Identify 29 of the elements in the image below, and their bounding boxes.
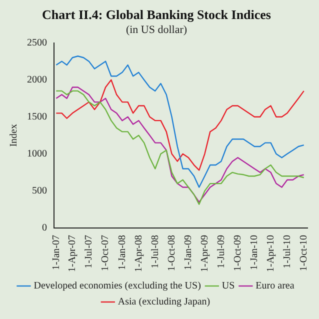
y-tick-label: 0 [42,222,47,234]
x-tick-label: 1-Apr-10 [265,234,276,272]
x-tick-label: 1-Jan-10 [249,234,260,270]
chart-subtitle: (in US dollar) [126,24,188,36]
legend-label: Developed economies (excluding the US) [34,280,201,292]
x-tick-label: 1-Oct-08 [166,234,178,272]
x-tick-label: 1-Oct-10 [298,234,310,272]
legend-label: US [222,280,235,292]
x-tick-label: 1-Apr-08 [133,234,144,272]
y-tick-label: 500 [32,186,47,197]
x-tick-label: 1-Jan-07 [50,234,62,270]
x-tick-label: 1-Oct-07 [100,234,112,272]
y-tick-label: 1000 [27,148,47,160]
x-tick-label: 1-Oct-09 [232,234,244,272]
x-tick-label: 1-Jul-08 [150,234,161,268]
x-tick-label: 1-Jan-09 [183,234,194,270]
x-tick-label: 1-Jul-10 [282,234,293,268]
x-tick-label: 1-Jul-09 [216,234,227,268]
chart-title: Chart II.4: Global Banking Stock Indices [42,7,271,22]
legend-label: Asia (excluding Japan) [118,296,210,308]
legend-label: Euro area [256,280,295,292]
y-tick-label: 1500 [27,112,47,122]
y-tick-label: 2500 [27,37,47,48]
x-tick-label: 1-Apr-09 [199,234,210,272]
y-tick-label: 2000 [27,74,47,86]
x-tick-label: 1-Apr-07 [67,234,78,272]
x-tick-label: 1-Jul-07 [84,234,95,268]
x-tick-label: 1-Jan-08 [116,234,128,270]
y-axis-title: Index [8,124,20,147]
